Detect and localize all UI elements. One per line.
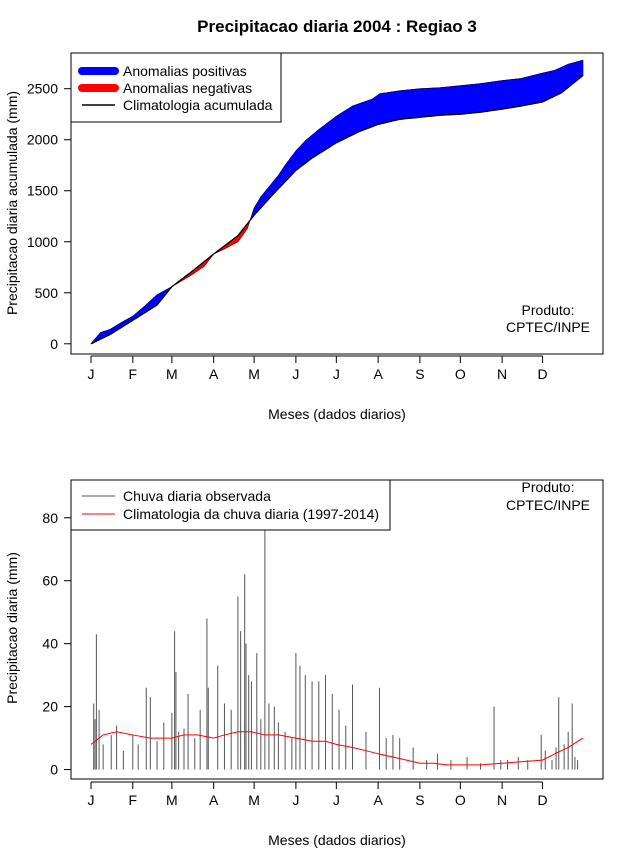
x-tick-label: A [209, 792, 219, 808]
y-tick-label: 1500 [27, 183, 58, 199]
cumulative-y-axis: 0 500 1000 1500 2000 2500 [27, 81, 72, 352]
y-tick-label: 20 [42, 699, 58, 715]
daily-x-label: Meses (dados diarios) [268, 832, 406, 848]
x-tick-label: S [415, 366, 424, 382]
x-tick-label: F [129, 366, 138, 382]
product-source: CPTEC/INPE [506, 497, 590, 513]
anomaly-areas [90, 59, 584, 345]
y-tick-label: 60 [42, 573, 58, 589]
cumulative-legend: Anomalias positivas Anomalias negativas … [70, 52, 282, 123]
daily-bars [90, 483, 584, 770]
x-tick-label: A [209, 366, 219, 382]
x-tick-label: F [129, 792, 138, 808]
legend-box [70, 479, 391, 531]
legend-label-clim-daily: Climatologia da chuva diaria (1997-2014) [123, 506, 379, 522]
legend-label-observed: Chuva diaria observada [123, 488, 271, 504]
climatology-daily-line [90, 731, 584, 766]
y-tick-label: 1000 [27, 234, 58, 250]
cumulative-x-label: Meses (dados diarios) [268, 406, 406, 422]
product-label: Produto: [522, 479, 575, 495]
x-tick-label: O [455, 792, 466, 808]
y-tick-label: 40 [42, 636, 58, 652]
x-tick-label: N [497, 366, 507, 382]
x-tick-label: D [537, 366, 547, 382]
cumulative-panel: 0 500 1000 1500 2000 2500 J F M A M J J A S O N D Precip… [4, 52, 604, 422]
x-tick-label: A [373, 792, 383, 808]
x-tick-label: M [248, 792, 260, 808]
daily-legend: Chuva diaria observada Climatologia da c… [70, 479, 391, 531]
daily-panel: 0 20 40 60 80 J F M A M J J A S O N D Precipitacao diar… [4, 479, 604, 848]
y-tick-label: 500 [35, 285, 59, 301]
cumulative-y-label: Precipitacao diaria acumulada (mm) [4, 91, 20, 315]
y-tick-label: 2500 [27, 81, 58, 97]
daily-y-axis: 0 20 40 60 80 [42, 510, 72, 778]
y-tick-label: 0 [50, 336, 58, 352]
product-source: CPTEC/INPE [506, 319, 590, 335]
x-tick-label: J [88, 792, 95, 808]
x-tick-label: M [166, 792, 178, 808]
legend-label-negative: Anomalias negativas [123, 80, 252, 96]
x-tick-label: M [248, 366, 260, 382]
x-tick-label: M [166, 366, 178, 382]
legend-label-climatology: Climatologia acumulada [123, 97, 273, 113]
daily-y-label: Precipitacao diaria (mm) [4, 552, 20, 704]
y-tick-label: 0 [50, 762, 58, 778]
x-tick-label: J [333, 366, 340, 382]
x-tick-label: S [415, 792, 424, 808]
x-tick-label: O [455, 366, 466, 382]
climatology-cumulative-line [90, 74, 584, 345]
x-tick-label: J [292, 366, 299, 382]
legend-label-positive: Anomalias positivas [123, 63, 247, 79]
x-tick-label: J [333, 792, 340, 808]
x-tick-label: N [497, 792, 507, 808]
chart-title: Precipitacao diaria 2004 : Regiao 3 [197, 17, 477, 36]
product-label: Produto: [522, 302, 575, 318]
x-tick-label: J [88, 366, 95, 382]
y-tick-label: 2000 [27, 132, 58, 148]
x-tick-label: D [537, 792, 547, 808]
x-tick-label: J [292, 792, 299, 808]
positive-anomaly-segment [581, 59, 584, 78]
x-tick-label: A [373, 366, 383, 382]
y-tick-label: 80 [42, 510, 58, 526]
